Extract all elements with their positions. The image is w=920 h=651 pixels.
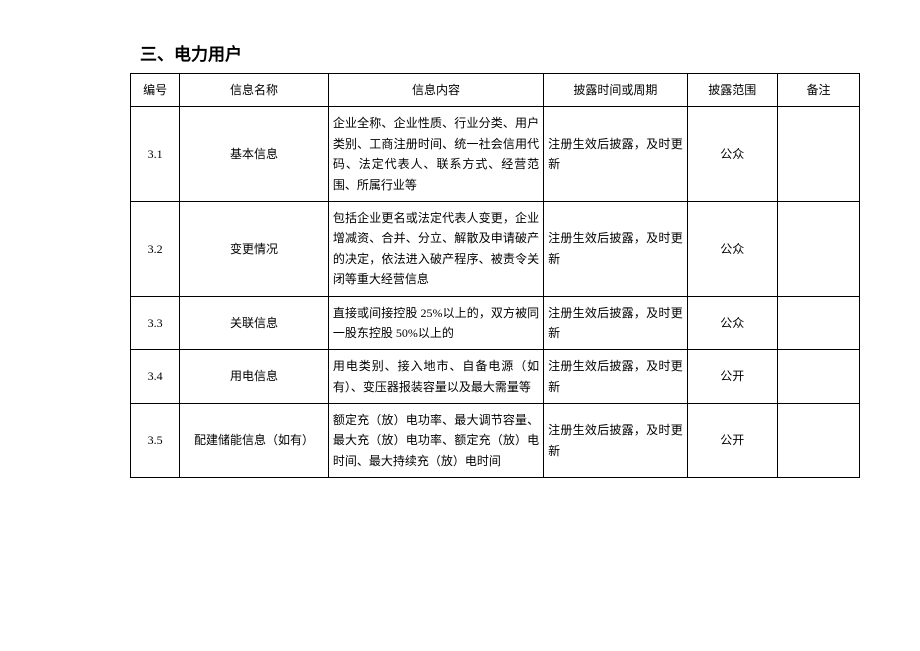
cell-scope: 公众 bbox=[687, 107, 777, 202]
cell-name: 基本信息 bbox=[180, 107, 329, 202]
table-row: 3.3 关联信息 直接或间接控股 25%以上的，双方被同一股东控股 50%以上的… bbox=[131, 296, 860, 350]
cell-scope: 公开 bbox=[687, 350, 777, 404]
cell-name: 用电信息 bbox=[180, 350, 329, 404]
col-header-time: 披露时间或周期 bbox=[544, 74, 688, 107]
cell-note bbox=[777, 404, 859, 478]
cell-note bbox=[777, 201, 859, 296]
cell-name: 变更情况 bbox=[180, 201, 329, 296]
col-header-name: 信息名称 bbox=[180, 74, 329, 107]
table-header: 编号 信息名称 信息内容 披露时间或周期 披露范围 备注 bbox=[131, 74, 860, 107]
table-row: 3.1 基本信息 企业全称、企业性质、行业分类、用户类别、工商注册时间、统一社会… bbox=[131, 107, 860, 202]
col-header-scope: 披露范围 bbox=[687, 74, 777, 107]
table-body: 3.1 基本信息 企业全称、企业性质、行业分类、用户类别、工商注册时间、统一社会… bbox=[131, 107, 860, 478]
table-row: 3.4 用电信息 用电类别、接入地市、自备电源（如有）、变压器报装容量以及最大需… bbox=[131, 350, 860, 404]
cell-id: 3.3 bbox=[131, 296, 180, 350]
document-container: 三、电力用户 编号 信息名称 信息内容 披露时间或周期 披露范围 备注 3.1 … bbox=[20, 40, 900, 478]
cell-id: 3.5 bbox=[131, 404, 180, 478]
cell-time: 注册生效后披露，及时更新 bbox=[544, 296, 688, 350]
cell-note bbox=[777, 107, 859, 202]
cell-id: 3.4 bbox=[131, 350, 180, 404]
cell-content: 额定充（放）电功率、最大调节容量、最大充（放）电功率、额定充（放）电时间、最大持… bbox=[328, 404, 543, 478]
cell-id: 3.2 bbox=[131, 201, 180, 296]
cell-name: 关联信息 bbox=[180, 296, 329, 350]
cell-id: 3.1 bbox=[131, 107, 180, 202]
cell-scope: 公开 bbox=[687, 404, 777, 478]
cell-time: 注册生效后披露，及时更新 bbox=[544, 350, 688, 404]
col-header-note: 备注 bbox=[777, 74, 859, 107]
section-title: 三、电力用户 bbox=[130, 40, 860, 65]
table-row: 3.2 变更情况 包括企业更名或法定代表人变更，企业增减资、合并、分立、解散及申… bbox=[131, 201, 860, 296]
cell-content: 包括企业更名或法定代表人变更，企业增减资、合并、分立、解散及申请破产的决定，依法… bbox=[328, 201, 543, 296]
cell-content: 直接或间接控股 25%以上的，双方被同一股东控股 50%以上的 bbox=[328, 296, 543, 350]
cell-time: 注册生效后披露，及时更新 bbox=[544, 404, 688, 478]
cell-name: 配建储能信息（如有） bbox=[180, 404, 329, 478]
cell-content: 用电类别、接入地市、自备电源（如有）、变压器报装容量以及最大需量等 bbox=[328, 350, 543, 404]
header-row: 编号 信息名称 信息内容 披露时间或周期 披露范围 备注 bbox=[131, 74, 860, 107]
cell-note bbox=[777, 350, 859, 404]
cell-content: 企业全称、企业性质、行业分类、用户类别、工商注册时间、统一社会信用代码、法定代表… bbox=[328, 107, 543, 202]
cell-scope: 公众 bbox=[687, 201, 777, 296]
cell-scope: 公众 bbox=[687, 296, 777, 350]
cell-note bbox=[777, 296, 859, 350]
col-header-content: 信息内容 bbox=[328, 74, 543, 107]
col-header-id: 编号 bbox=[131, 74, 180, 107]
table-row: 3.5 配建储能信息（如有） 额定充（放）电功率、最大调节容量、最大充（放）电功… bbox=[131, 404, 860, 478]
cell-time: 注册生效后披露，及时更新 bbox=[544, 107, 688, 202]
cell-time: 注册生效后披露，及时更新 bbox=[544, 201, 688, 296]
info-table: 编号 信息名称 信息内容 披露时间或周期 披露范围 备注 3.1 基本信息 企业… bbox=[130, 73, 860, 478]
